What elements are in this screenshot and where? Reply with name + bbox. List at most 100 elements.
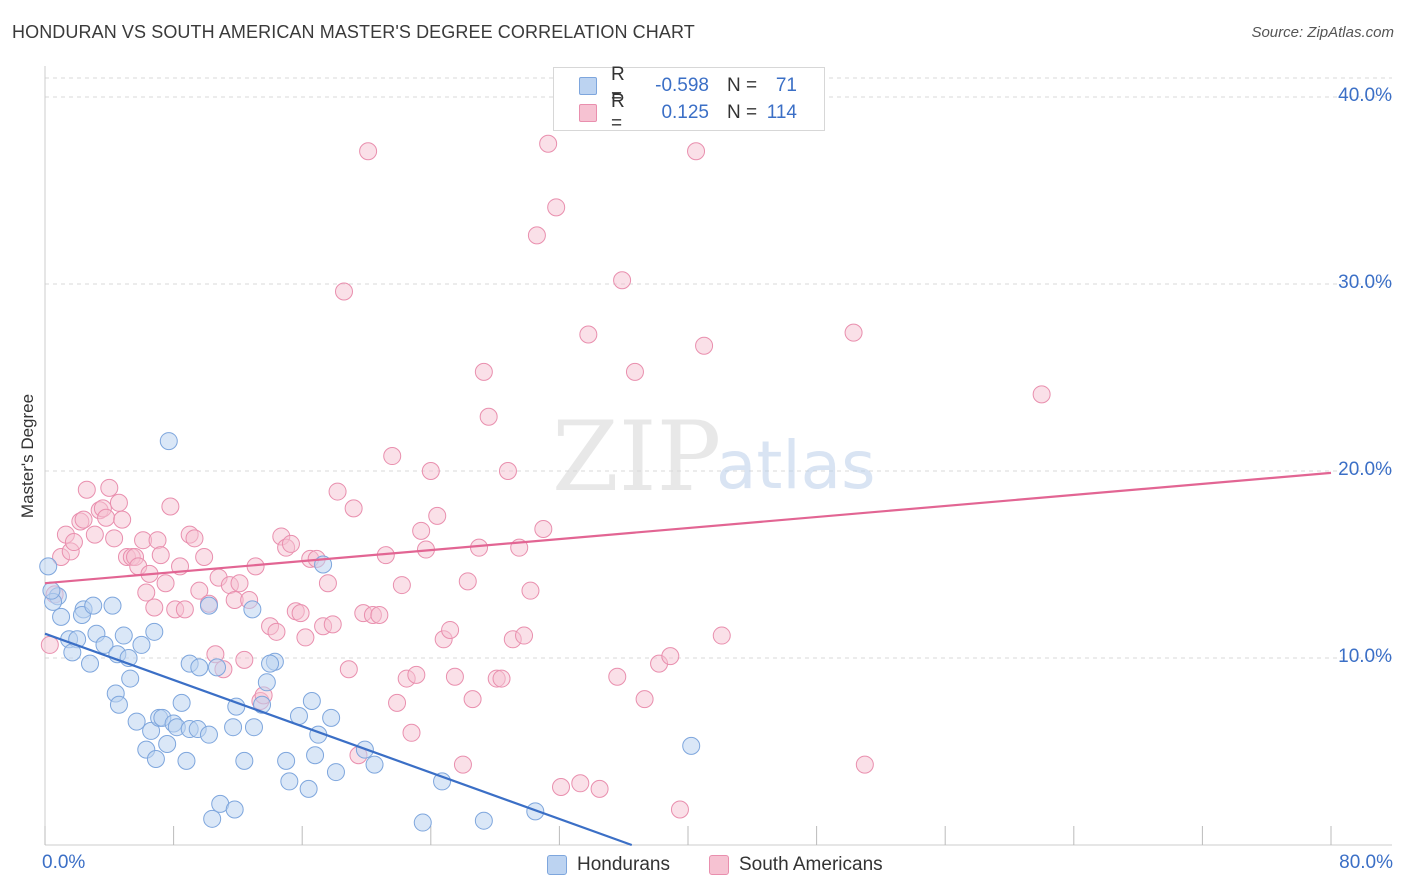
south-americans-point xyxy=(344,499,363,518)
hondurans-point xyxy=(244,718,263,737)
south-americans-point xyxy=(712,626,731,645)
south-americans-point xyxy=(100,478,119,497)
hondurans-point xyxy=(121,669,140,688)
south-americans-point xyxy=(323,615,342,634)
pink-swatch xyxy=(709,855,729,875)
legend-item-south-americans: South Americans xyxy=(709,852,883,878)
hondurans-point xyxy=(199,596,218,615)
south-americans-point xyxy=(383,447,402,466)
south-americans-point xyxy=(156,574,175,593)
n-value: 114 xyxy=(766,102,797,123)
south-americans-point xyxy=(608,667,627,686)
hondurans-point xyxy=(225,800,244,819)
hondurans-point xyxy=(243,600,262,619)
blue-swatch xyxy=(547,855,567,875)
south-americans-point xyxy=(339,660,358,679)
south-americans-point xyxy=(175,600,194,619)
south-americans-point xyxy=(441,620,460,639)
hondurans-point xyxy=(114,626,133,645)
hondurans-point xyxy=(474,811,493,830)
trend-lines xyxy=(44,471,1332,847)
south-americans-point xyxy=(613,271,632,290)
hondurans-point xyxy=(302,692,321,711)
south-americans-point xyxy=(195,548,214,567)
hondurans-point xyxy=(322,708,341,727)
south-americans-point xyxy=(479,407,498,426)
south-americans-point xyxy=(161,497,180,516)
south-americans-point xyxy=(552,778,571,797)
south-americans-point xyxy=(370,605,389,624)
n-label: N = xyxy=(727,75,758,96)
south-americans-point xyxy=(64,533,83,552)
south-americans-point xyxy=(453,755,472,774)
south-americans-point xyxy=(407,665,426,684)
south-americans-point xyxy=(145,598,164,617)
south-americans-point xyxy=(230,574,249,593)
hondurans-point xyxy=(299,779,318,798)
x-tick-label-max: 80.0% xyxy=(1339,852,1393,873)
south-americans-point xyxy=(109,493,128,512)
grid-lines xyxy=(45,77,1392,659)
south-americans-point xyxy=(635,690,654,709)
hondurans-point xyxy=(253,695,272,714)
south-americans-point xyxy=(1032,385,1051,404)
blue-swatch xyxy=(579,77,597,95)
n-value: 71 xyxy=(775,75,797,96)
hondurans-point xyxy=(132,635,151,654)
watermark-zip: ZIP xyxy=(552,401,721,513)
south-americans-point xyxy=(402,723,421,742)
south-americans-points xyxy=(40,134,1051,819)
hondurans-point xyxy=(142,721,161,740)
hondurans-point xyxy=(84,596,103,615)
hondurans-point xyxy=(257,673,276,692)
south-americans-point xyxy=(267,622,286,641)
source-label: Source: ZipAtlas.com xyxy=(1251,24,1394,41)
south-americans-point xyxy=(85,525,104,544)
south-americans-point xyxy=(105,529,124,548)
y-axis-label: Master's Degree xyxy=(18,393,37,519)
south-americans-point xyxy=(498,462,517,480)
r-label: R = xyxy=(611,64,625,107)
hondurans-point xyxy=(277,751,296,770)
series-legend: Hondurans South Americans xyxy=(0,852,1406,878)
south-americans-point xyxy=(492,669,511,688)
axes xyxy=(44,66,1392,846)
legend-label: Hondurans xyxy=(577,854,670,875)
hondurans-points xyxy=(39,432,701,832)
south-americans-point xyxy=(571,774,590,793)
hondurans-point xyxy=(326,763,345,782)
hondurans-point xyxy=(109,695,128,714)
south-americans-point xyxy=(855,755,874,774)
hondurans-point xyxy=(95,635,114,654)
stats-legend: R = -0.598 N = 71 R = 0.125 N = 114 xyxy=(553,64,825,134)
legend-row-south-americans: R = 0.125 N = 114 xyxy=(554,91,797,134)
south-americans-point xyxy=(445,667,464,686)
south-americans-point xyxy=(412,521,431,540)
south-americans-point xyxy=(527,226,546,245)
south-americans-point xyxy=(661,647,680,666)
south-americans-point xyxy=(625,362,644,381)
south-americans-point xyxy=(296,628,315,647)
hondurans-point xyxy=(208,658,227,677)
hondurans-point xyxy=(199,725,218,744)
south-americans-point xyxy=(590,779,609,798)
hondurans-point xyxy=(159,432,178,451)
south-americans-point xyxy=(235,650,254,669)
watermark-atlas: atlas xyxy=(716,427,876,504)
n-label: N = xyxy=(727,102,758,123)
hondurans-point xyxy=(682,736,701,755)
y-tick-label: 40.0% xyxy=(1338,85,1392,106)
legend-item-hondurans: Hondurans xyxy=(547,852,670,878)
south-americans-point xyxy=(547,198,566,217)
r-label: R = xyxy=(611,91,625,134)
south-americans-point xyxy=(77,480,96,499)
south-americans-point xyxy=(844,323,863,342)
hondurans-point xyxy=(42,581,61,600)
x-tick-label-min: 0.0% xyxy=(42,852,86,873)
south-americans-point xyxy=(428,506,447,525)
south-americans-point xyxy=(521,581,540,600)
hondurans-point xyxy=(280,772,299,791)
south-americans-point xyxy=(359,142,378,161)
south-americans-point xyxy=(151,546,170,565)
